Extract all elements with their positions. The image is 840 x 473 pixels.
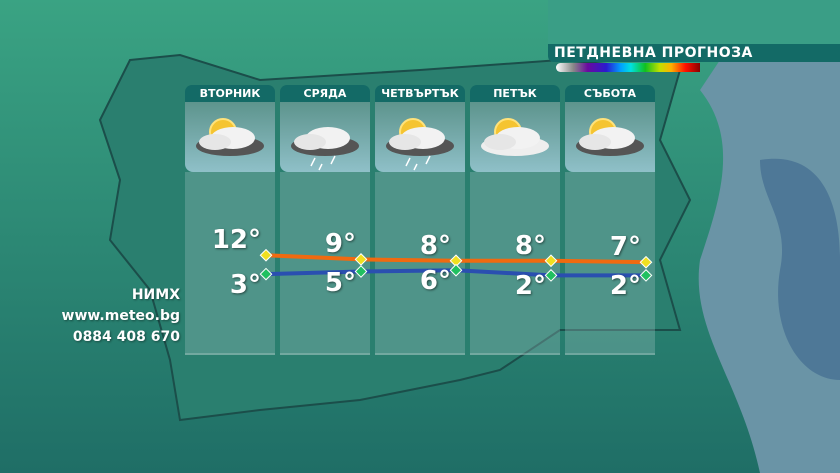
- day-column: ПЕТЪК: [470, 85, 560, 355]
- day-column: СРЯДА: [280, 85, 370, 355]
- weather-icon-panel: [375, 102, 465, 172]
- low-temp: 5°: [324, 267, 356, 298]
- org-label: НИМХ: [131, 287, 180, 303]
- temperature-panel: [280, 172, 370, 355]
- sun-behind-dark-cloud-icon: [185, 118, 275, 176]
- sun-cloud-rain-icon: [375, 118, 465, 176]
- forecast-title: ПЕТДНЕВНА ПРОГНОЗА: [548, 44, 840, 62]
- low-temp: 2°: [514, 271, 546, 302]
- day-name: ПЕТЪК: [470, 85, 560, 102]
- low-temp: 2°: [609, 271, 641, 302]
- high-temp: 7°: [609, 232, 641, 263]
- low-temp: 3°: [229, 270, 261, 301]
- day-column: СЪБОТА: [565, 85, 655, 355]
- temperature-panel: [185, 172, 275, 355]
- temperature-panel: [470, 172, 560, 355]
- high-temp: 12°: [211, 225, 261, 256]
- weather-icon-panel: [280, 102, 370, 172]
- sun-behind-dark-cloud-icon: [565, 118, 655, 176]
- day-name: ВТОРНИК: [185, 85, 275, 102]
- sun-behind-cloud-icon: [470, 118, 560, 176]
- day-name: СРЯДА: [280, 85, 370, 102]
- high-temp: 8°: [514, 230, 546, 261]
- day-name: ЧЕТВЪРТЪК: [375, 85, 465, 102]
- temperature-panel: [375, 172, 465, 355]
- weather-icon-panel: [185, 102, 275, 172]
- day-column: ВТОРНИК: [185, 85, 275, 355]
- weather-icon-panel: [565, 102, 655, 172]
- day-name: СЪБОТА: [565, 85, 655, 102]
- cloud-rain-icon: [280, 127, 370, 176]
- high-temp: 9°: [324, 229, 356, 260]
- website-label: www.meteo.bg: [61, 308, 180, 324]
- low-temp: 6°: [419, 266, 451, 297]
- day-column: ЧЕТВЪРТЪК: [375, 85, 465, 355]
- phone-label: 0884 408 670: [72, 329, 180, 345]
- color-scale-legend: [556, 63, 700, 72]
- temperature-panel: [565, 172, 655, 355]
- weather-icon-panel: [470, 102, 560, 172]
- high-temp: 8°: [419, 230, 451, 261]
